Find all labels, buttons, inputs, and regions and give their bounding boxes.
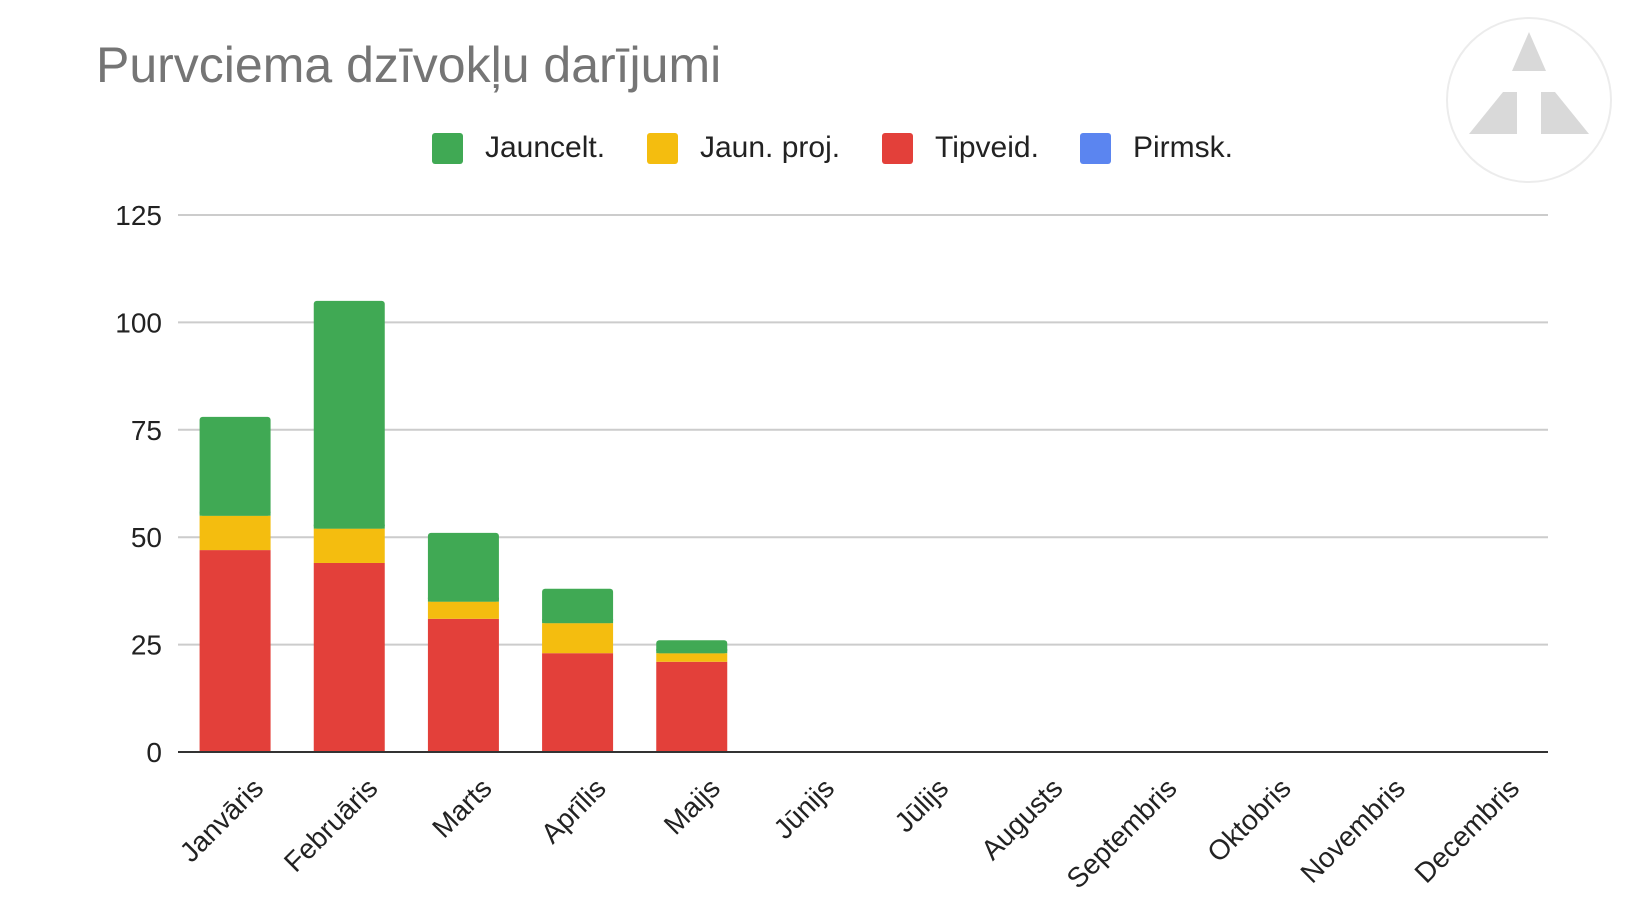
x-tick-label-4: Aprīlis <box>535 772 612 849</box>
legend-label-tipveid: Tipveid. <box>935 131 1039 164</box>
bar-tipveid-2[interactable] <box>313 562 385 752</box>
legend-swatch-pirmsk <box>1080 132 1111 164</box>
bar-jauncelt-3[interactable] <box>427 532 499 602</box>
bar-jaun-proj-1[interactable] <box>199 515 271 551</box>
bar-jaun-proj-5[interactable] <box>656 653 728 662</box>
bar-jaun-proj-2[interactable] <box>313 528 385 563</box>
legend-label-jaun-proj: Jaun. proj. <box>700 131 841 164</box>
bar-jauncelt-4[interactable] <box>542 588 614 624</box>
legend-swatch-tipveid <box>882 132 913 164</box>
bar-jauncelt-2[interactable] <box>313 300 385 529</box>
bar-jauncelt-5-base <box>656 649 728 654</box>
y-tick-label-50: 50 <box>131 522 162 553</box>
triangle-logo-icon <box>1446 17 1612 183</box>
x-tick-label-3: Marts <box>426 772 497 843</box>
legend-swatch-jaun-proj <box>647 132 678 164</box>
x-tick-label-10: Oktobris <box>1201 772 1297 868</box>
legend-label-jauncelt: Jauncelt. <box>485 131 606 164</box>
bar-jauncelt-4-base <box>542 619 614 624</box>
bar-jauncelt-2-base <box>313 524 385 529</box>
bar-jaun-proj-3[interactable] <box>427 601 499 619</box>
legend-label-pirmsk: Pirmsk. <box>1133 131 1233 164</box>
bar-jauncelt-1-base <box>199 511 271 516</box>
legend-item-jaun-proj[interactable]: Jaun. proj. <box>647 128 840 168</box>
bar-tipveid-1[interactable] <box>199 550 271 752</box>
bar-jaun-proj-4[interactable] <box>542 623 614 654</box>
bar-tipveid-5[interactable] <box>656 661 728 752</box>
bar-tipveid-3[interactable] <box>427 618 499 752</box>
bar-jauncelt-1[interactable] <box>199 416 271 516</box>
chart-title: Purvciema dzīvokļu darījumi <box>96 37 722 93</box>
legend-item-pirmsk[interactable]: Pirmsk. <box>1080 128 1233 168</box>
x-tick-label-11: Novembris <box>1294 772 1411 889</box>
x-tick-label-5: Maijs <box>658 772 726 840</box>
legend: Jauncelt. Jaun. proj. Tipveid. Pirmsk. <box>0 128 1627 168</box>
x-tick-label-1: Janvāris <box>174 772 270 868</box>
x-tick-label-7: Jūlijs <box>888 772 954 838</box>
x-tick-label-6: Jūnijs <box>768 772 841 845</box>
bar-tipveid-4[interactable] <box>542 653 614 752</box>
legend-item-jauncelt[interactable]: Jauncelt. <box>432 128 605 168</box>
y-tick-label-0: 0 <box>146 737 162 768</box>
legend-item-tipveid[interactable]: Tipveid. <box>882 128 1039 168</box>
y-tick-label-100: 100 <box>115 307 162 338</box>
x-tick-label-9: Septembris <box>1061 772 1183 894</box>
x-tick-label-8: Augusts <box>975 772 1068 865</box>
y-tick-label-125: 125 <box>115 200 162 231</box>
y-tick-label-75: 75 <box>131 415 162 446</box>
y-tick-label-25: 25 <box>131 630 162 661</box>
x-tick-label-12: Decembris <box>1409 772 1526 889</box>
x-tick-label-2: Februāris <box>278 772 384 878</box>
bar-jauncelt-3-base <box>427 597 499 602</box>
legend-swatch-jauncelt <box>432 132 463 164</box>
